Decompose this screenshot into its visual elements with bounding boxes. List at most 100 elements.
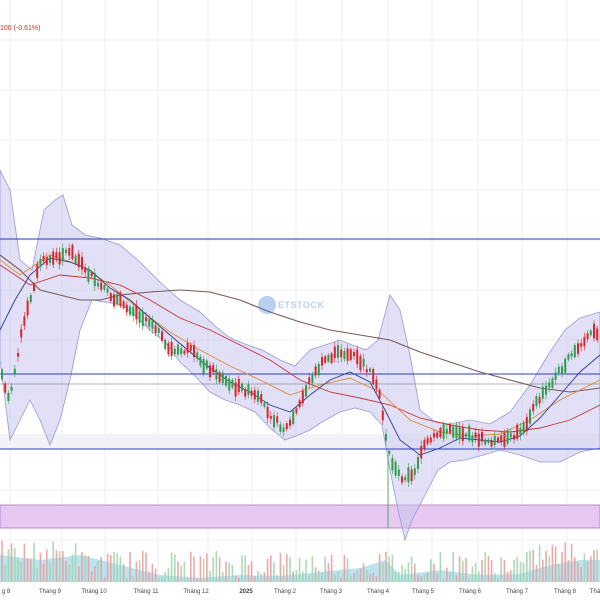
volume-bar (353, 572, 355, 582)
volume-bar (311, 556, 314, 582)
volume-bar (39, 552, 42, 582)
volume-bar (164, 572, 166, 582)
volume-bar (362, 563, 365, 582)
candle (129, 306, 131, 315)
candle (343, 350, 346, 359)
volume-bar (170, 552, 173, 582)
candle (388, 450, 391, 454)
volume-bar (426, 572, 429, 582)
candle (263, 402, 266, 407)
candle (33, 283, 35, 291)
candle (234, 382, 237, 397)
volume-bar (500, 557, 502, 582)
candle (145, 317, 147, 322)
volume-bar (10, 543, 13, 582)
volume-bar (506, 571, 509, 582)
watermark-text: ETSTOCK (278, 300, 325, 310)
volume-bar (545, 550, 547, 582)
candle (593, 323, 595, 339)
candle (321, 357, 323, 366)
volume-bar (583, 553, 586, 582)
candle (570, 353, 573, 357)
candle (407, 467, 410, 483)
candle (439, 428, 442, 438)
candle (541, 386, 544, 399)
candle (404, 477, 407, 481)
candle (250, 390, 253, 396)
volume-bar (49, 562, 51, 582)
volume-bar (298, 558, 301, 582)
volume-bar (567, 560, 570, 582)
candle (298, 400, 301, 408)
volume-bar (519, 561, 522, 582)
x-tick-label: Tháng 12 (183, 589, 209, 595)
volume-bar (346, 558, 349, 582)
volume-bar (372, 572, 374, 582)
volume-bar (4, 564, 6, 582)
candle (337, 345, 339, 358)
candle (212, 365, 215, 373)
circle-logo-icon (258, 296, 276, 314)
candle (381, 410, 384, 421)
volume-bar (385, 551, 387, 582)
volume-bar (52, 541, 54, 582)
volume-bar (414, 563, 416, 582)
volume-bar (436, 572, 438, 582)
candle (487, 439, 490, 443)
candle (295, 408, 298, 414)
volume-bar (238, 577, 240, 582)
volume-bar (420, 576, 422, 582)
volume-bar (14, 547, 16, 582)
watermark: ETSTOCK (258, 296, 324, 314)
volume-bar (225, 561, 227, 582)
candle (362, 358, 365, 367)
candle (589, 330, 592, 336)
candle (29, 295, 32, 303)
candle (461, 427, 464, 442)
volume-bar (113, 551, 115, 582)
volume-bar (26, 558, 29, 582)
volume-bar (286, 554, 288, 582)
candle (100, 282, 103, 290)
x-tick-label: Tháng 5 (412, 589, 435, 595)
volume-bar (526, 551, 528, 582)
volume-bar (234, 575, 237, 582)
candle (93, 273, 96, 287)
volume-bar (564, 542, 566, 582)
candle (500, 435, 503, 442)
volume-bar (308, 574, 310, 582)
volume-bar (394, 571, 397, 582)
candle (484, 439, 487, 445)
candle (199, 356, 202, 366)
candle (385, 433, 387, 441)
volume-bar (97, 560, 99, 582)
candle (148, 318, 151, 327)
candle (567, 354, 570, 360)
volume-bar (222, 571, 224, 582)
volume-bar (196, 577, 198, 582)
candle (260, 394, 263, 404)
volume-bar (260, 573, 262, 582)
candle (183, 350, 186, 354)
volume-bar (74, 543, 77, 582)
candle (516, 424, 519, 439)
candle (4, 383, 7, 393)
candle (452, 426, 455, 438)
volume-bar (186, 577, 189, 582)
candle (193, 345, 195, 358)
candle (68, 247, 71, 256)
candle (116, 293, 119, 305)
volume-bar (212, 557, 214, 582)
candle (490, 439, 493, 447)
volume-bar (254, 576, 256, 582)
support-zone (0, 504, 600, 529)
volume-bar (292, 571, 294, 582)
volume-bar (247, 564, 250, 582)
candle (420, 445, 423, 459)
volume-bar (241, 555, 243, 582)
candle (77, 253, 80, 268)
volume-bar (90, 571, 93, 582)
candle (481, 432, 483, 442)
volume-bar (106, 553, 109, 582)
